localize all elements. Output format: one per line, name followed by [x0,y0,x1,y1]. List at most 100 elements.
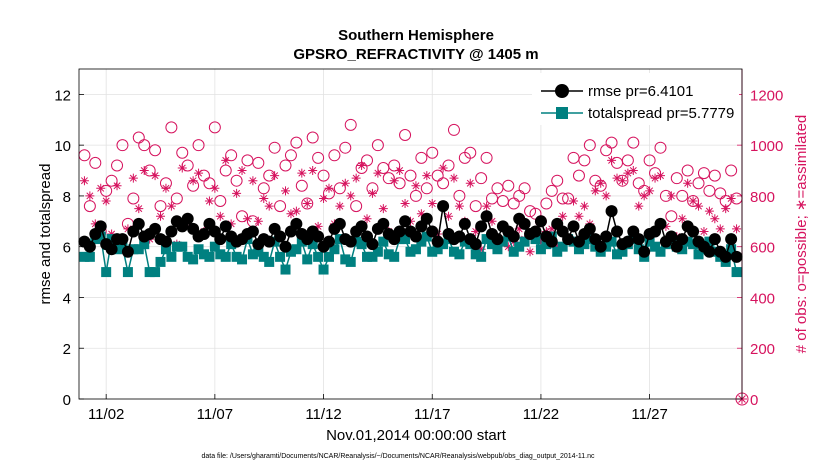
legend-rmse-label: rmse pr=6.4101 [588,83,693,100]
totalspread-point [400,234,411,245]
rmse-point [453,230,466,243]
totalspread-point [150,267,161,278]
rmse-point [507,230,520,243]
x-tick-label: 11/02 [88,406,124,423]
obs-possible-point [578,154,591,167]
totalspread-point [215,249,226,260]
obs-assimilated-point [487,216,497,226]
obs-assimilated-point [416,209,426,219]
rmse-point [420,212,433,225]
rmse-point [562,233,575,246]
y2-tick-label: 1000 [750,138,783,155]
totalspread-point [378,236,389,247]
obs-assimilated-point [378,204,388,214]
totalspread-point [573,244,584,255]
totalspread-point [448,246,459,257]
legend-rmse-marker [555,84,569,98]
obs-possible-point [399,129,412,141]
obs-possible-point [725,164,738,177]
obs-assimilated-point [427,199,437,209]
obs-assimilated-point [699,226,709,236]
rmse-point [263,235,276,248]
totalspread-point [291,244,302,255]
totalspread-point [519,236,530,247]
rmse-point [121,245,134,258]
totalspread-point [101,267,112,278]
totalspread-point [204,251,215,262]
obs-assimilated-point [444,211,454,221]
rmse-point [676,233,689,246]
totalspread-point [171,241,182,252]
totalspread-point [313,251,324,262]
obs-possible-point [572,169,585,182]
rmse-point [83,240,96,253]
obs-possible-point [312,151,325,164]
obs-assimilated-point [623,168,633,178]
obs-possible-point [371,139,384,152]
obs-possible-point [290,136,303,149]
obs-assimilated-point [373,168,383,178]
obs-assimilated-point [536,237,546,247]
obs-assimilated-point [150,171,160,181]
rmse-point [611,225,624,238]
totalspread-point [514,241,525,252]
obs-possible-point [545,184,558,197]
rmse-point [312,230,325,243]
obs-possible-point [708,169,721,182]
obs-assimilated-point [601,191,611,201]
obs-possible-point [116,139,129,152]
totalspread-point [345,256,356,267]
obs-assimilated-point [232,188,242,198]
obs-possible-point [453,189,466,202]
rmse-point [529,225,542,238]
obs-possible-point [692,177,705,190]
obs-possible-point [328,149,341,162]
obs-possible-point [274,200,287,213]
rmse-point [149,222,162,235]
rmse-point [197,228,210,240]
obs-assimilated-point [319,193,329,203]
obs-assimilated-point [270,171,280,181]
obs-assimilated-point [400,199,410,209]
obs-assimilated-point [732,224,742,234]
rmse-series [78,200,743,263]
obs-assimilated-point [281,186,291,196]
totalspread-point [84,251,95,262]
obs-possible-point [149,144,162,157]
obs-assimilated-point [96,183,106,193]
obs-assimilated-point [156,211,166,221]
obs-assimilated-point [694,201,704,211]
obs-assimilated-point [574,211,584,221]
obs-assimilated-point [128,173,138,183]
obs-possible-point [556,192,569,205]
obs-assimilated-point [639,191,649,201]
obs-assimilated-point [188,176,198,186]
x-tick-label: 11/22 [523,406,559,423]
x-tick-label: 11/27 [631,406,667,423]
obs-possible-point [518,182,531,195]
totalspread-point [117,241,128,252]
obs-assimilated-point [438,163,448,173]
obs-assimilated-point [139,166,149,176]
totalspread-point [280,264,291,275]
obs-assimilated-point [607,155,617,165]
totalspread-point [557,241,568,252]
obs-possible-point [420,182,433,195]
totalspread-point [247,249,258,260]
totalspread-point [209,241,220,252]
totalspread-point [318,264,329,275]
rmse-point [567,220,580,233]
obs-assimilated-point [612,173,622,183]
chart-title: Southern Hemisphere [338,27,494,44]
totalspread-point [530,234,541,245]
rmse-point [290,217,303,230]
totalspread-point [367,251,378,262]
totalspread-point [177,241,188,252]
totalspread-point [323,251,334,262]
totalspread-point [410,244,421,255]
obs-assimilated-point [688,196,698,206]
obs-assimilated-point [710,214,720,224]
obs-assimilated-point [340,178,350,188]
rmse-point [399,215,412,228]
